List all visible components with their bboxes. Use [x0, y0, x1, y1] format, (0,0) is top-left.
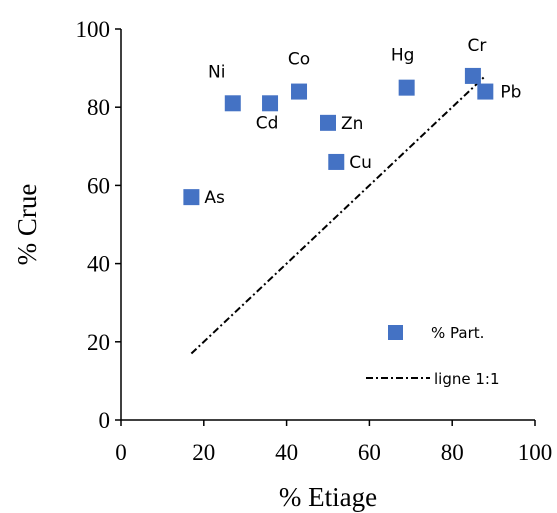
- x-tick-label: 100: [518, 440, 553, 465]
- x-axis-title: % Etiage: [279, 482, 377, 512]
- point-cu: [328, 153, 345, 170]
- point-ni: [224, 95, 241, 112]
- point-label-cd: Cd: [256, 113, 279, 133]
- x-tick-label: 20: [192, 440, 215, 465]
- legend-marker-part: [388, 325, 403, 340]
- point-label-co: Co: [288, 50, 310, 70]
- point-label-ni: Ni: [208, 62, 225, 82]
- point-label-cr: Cr: [467, 36, 486, 56]
- legend-label-line: ligne 1:1: [434, 370, 500, 388]
- point-label-cu: Cu: [349, 153, 372, 173]
- legend-label-part: % Part.: [431, 324, 484, 342]
- point-as: [183, 189, 200, 206]
- y-tick-label: 60: [87, 173, 110, 198]
- identity-line: [190, 75, 487, 355]
- axes: [115, 28, 536, 426]
- x-tick-label: 80: [441, 440, 464, 465]
- x-tick-label: 60: [358, 440, 381, 465]
- x-tick-label: 40: [275, 440, 298, 465]
- legend: % Part. ligne 1:1: [366, 324, 500, 388]
- point-label-hg: Hg: [391, 46, 415, 66]
- y-tick-label: 0: [99, 408, 111, 433]
- tick-labels: 0 20 40 60 80 100 0 20 40 60 80 100: [76, 17, 553, 465]
- y-tick-label: 100: [76, 17, 111, 42]
- point-label-pb: Pb: [500, 83, 521, 103]
- x-tick-label: 0: [115, 440, 127, 465]
- y-tick-label: 40: [87, 252, 110, 277]
- y-tick-label: 80: [87, 95, 110, 120]
- point-label-zn: Zn: [341, 114, 363, 134]
- y-axis-title: % Crue: [12, 184, 42, 266]
- point-zn: [320, 114, 336, 131]
- identity-line-path: [190, 75, 487, 355]
- point-co: [291, 83, 308, 100]
- point-label-as: As: [204, 188, 225, 208]
- point-hg: [398, 79, 415, 96]
- point-cr: [464, 67, 481, 84]
- data-points: As Ni Cd Co Zn Cu Hg Cr Pb: [183, 36, 521, 208]
- point-pb: [477, 83, 494, 100]
- point-cd: [262, 95, 279, 112]
- y-tick-label: 20: [87, 330, 110, 355]
